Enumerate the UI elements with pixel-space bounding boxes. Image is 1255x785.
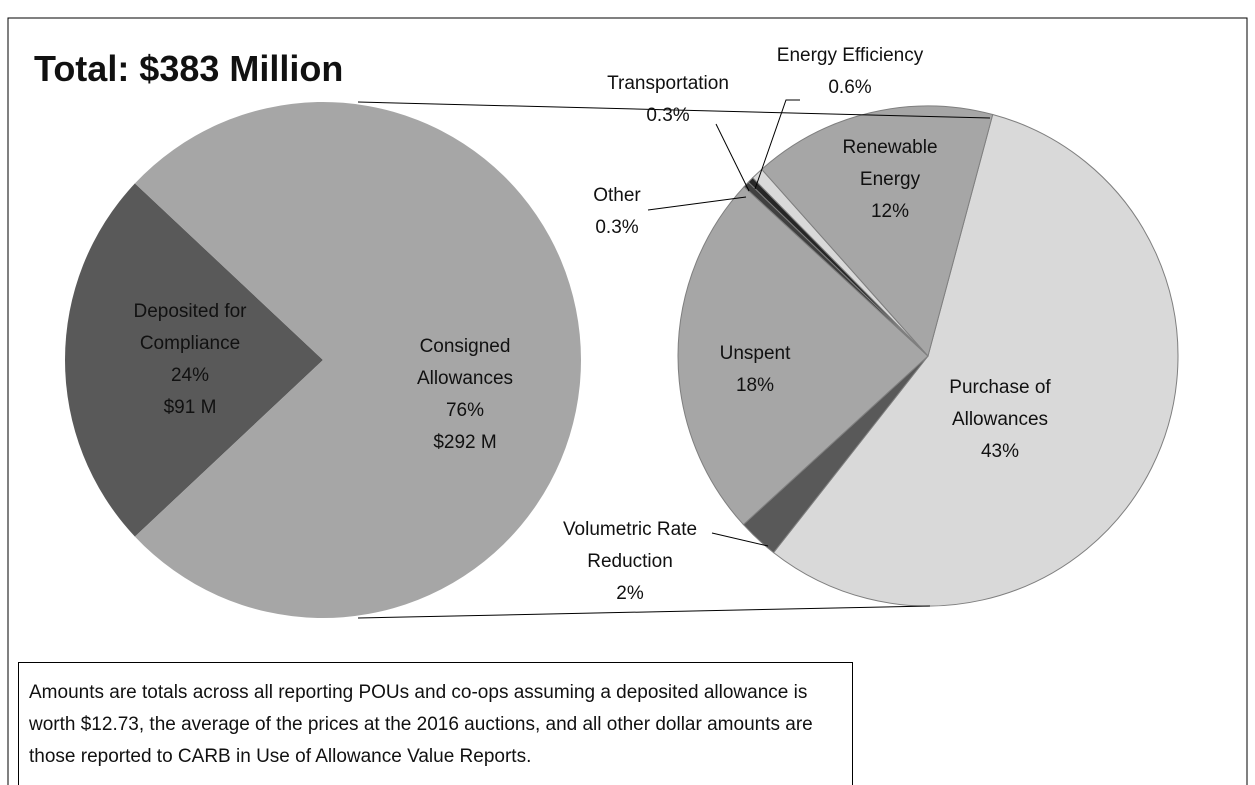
connector-line bbox=[357, 605, 931, 619]
slice-label: Renewable Energy 12% bbox=[830, 132, 950, 228]
slice-label: Energy Efficiency 0.6% bbox=[740, 40, 960, 104]
note: Amounts are totals across all reporting … bbox=[18, 662, 853, 785]
pie-slice bbox=[64, 183, 323, 537]
slice-name: Renewable Energy bbox=[842, 137, 938, 190]
pie-slice bbox=[677, 185, 929, 526]
slice-amount: $292 M bbox=[433, 432, 497, 453]
slice-name: Unspent bbox=[719, 343, 791, 364]
leader-line bbox=[754, 99, 800, 190]
slice-label: Other 0.3% bbox=[572, 180, 662, 244]
pie-slice bbox=[772, 113, 1179, 607]
slice-value: 0.6% bbox=[828, 77, 872, 98]
slice-value: 0.3% bbox=[646, 105, 690, 126]
slice-label: Transportation 0.3% bbox=[568, 68, 768, 132]
slice-value: 43% bbox=[980, 441, 1020, 462]
slice-name: Transportation bbox=[607, 73, 729, 94]
slice-value: 2% bbox=[616, 583, 644, 604]
slice-name: Other bbox=[593, 185, 641, 206]
slice-name: Purchase of Allowances bbox=[949, 377, 1051, 430]
leader-line bbox=[711, 532, 769, 547]
slice-name: Deposited for Compliance bbox=[133, 301, 247, 354]
slice-label: Consigned Allowances 76% $292 M bbox=[395, 331, 535, 459]
pie-slice bbox=[134, 102, 581, 618]
slice-label: Unspent 18% bbox=[695, 338, 815, 402]
leader-line bbox=[715, 123, 750, 192]
slice-value: 18% bbox=[735, 375, 775, 396]
slice-name: Consigned Allowances bbox=[416, 336, 514, 389]
slice-label: Volumetric Rate Reduction 2% bbox=[540, 514, 720, 610]
slice-name: Volumetric Rate Reduction bbox=[562, 519, 698, 572]
slice-label: Purchase of Allowances 43% bbox=[920, 372, 1080, 468]
slice-amount: $91 M bbox=[163, 397, 217, 418]
slice-name: Energy Efficiency bbox=[776, 45, 924, 66]
pie-slice bbox=[761, 105, 994, 358]
slice-value: 12% bbox=[870, 201, 910, 222]
leader-line bbox=[647, 196, 747, 211]
slice-value: 76% bbox=[445, 400, 485, 421]
slice-value: 0.3% bbox=[595, 217, 639, 238]
chart-frame bbox=[7, 17, 1248, 785]
slice-value: 24% bbox=[170, 365, 210, 386]
slice-label: Deposited for Compliance 24% $91 M bbox=[110, 296, 270, 424]
connector-line bbox=[357, 101, 991, 119]
chart-title: Total: $383 Million bbox=[34, 48, 344, 89]
